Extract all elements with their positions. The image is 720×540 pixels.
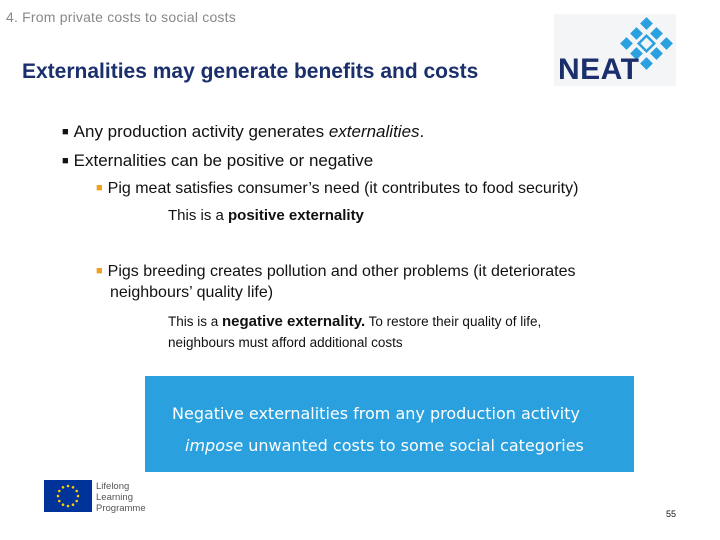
note-2-rest: To restore their quality of life, — [365, 314, 542, 329]
sub-bullet-marker: ■ — [96, 182, 103, 194]
bullet-marker: ■ — [62, 155, 69, 167]
note-2-text: This is a — [168, 314, 223, 329]
callout-line-2-rest: unwanted costs to some social categories — [243, 436, 584, 455]
note-2-bold: negative externality. — [222, 313, 366, 330]
eu-stars-icon — [56, 484, 80, 508]
section-label: 4. From private costs to social costs — [6, 9, 236, 25]
sub-bullet-1-text: Pig meat satisfies consumer’s need (it c… — [107, 180, 579, 197]
note-1-bold: positive externality — [228, 207, 364, 224]
bullet-1-end: . — [419, 122, 425, 141]
callout-italic: impose — [185, 436, 244, 455]
neat-logo-mark — [620, 17, 673, 70]
eu-flag-icon — [44, 480, 92, 512]
neat-logo-text: NEAT — [558, 53, 640, 86]
negative-externality-note: This is a negative externality. To resto… — [168, 311, 688, 353]
llp-line-2: Learning — [96, 492, 133, 503]
llp-line-1: Lifelong — [96, 481, 130, 492]
page-number: 55 — [666, 509, 677, 519]
callout-line-1: Negative externalities from any producti… — [172, 404, 580, 423]
lifelong-learning-programme: Lifelong Learning Programme — [96, 481, 146, 514]
bullet-marker: ■ — [62, 126, 69, 138]
neat-logo: NEAT — [554, 14, 676, 86]
bullet-1-text: Any production activity generates — [73, 122, 329, 141]
bullet-1-italic: externalities — [328, 122, 420, 141]
sub-bullet-2-line1: Pigs breeding creates pollution and othe… — [107, 263, 576, 280]
sub-bullet-marker: ■ — [96, 265, 103, 277]
note-1-text: This is a — [168, 207, 229, 224]
sub-bullet-2: ■ Pigs breeding creates pollution and oth… — [96, 262, 676, 303]
bullet-2-text: Externalities can be positive or negativ… — [73, 151, 374, 170]
callout-box: Negative externalities from any producti… — [145, 376, 634, 472]
slide-title: Externalities may generate benefits and … — [22, 60, 479, 83]
sub-bullet-2-line2: neighbours’ quality life) — [110, 284, 274, 301]
callout-line-2: impose unwanted costs to some social cat… — [185, 436, 584, 455]
llp-line-3: Programme — [96, 503, 146, 514]
note-2-line2: neighbours must afford additional costs — [168, 335, 403, 350]
positive-externality-note: This is a positive externality — [168, 207, 364, 224]
bullet-2: ■ Externalities can be positive or negati… — [62, 151, 373, 171]
bullet-1: ■ Any production activity generates exter… — [62, 122, 424, 142]
sub-bullet-1: ■ Pig meat satisfies consumer’s need (it … — [96, 180, 578, 198]
